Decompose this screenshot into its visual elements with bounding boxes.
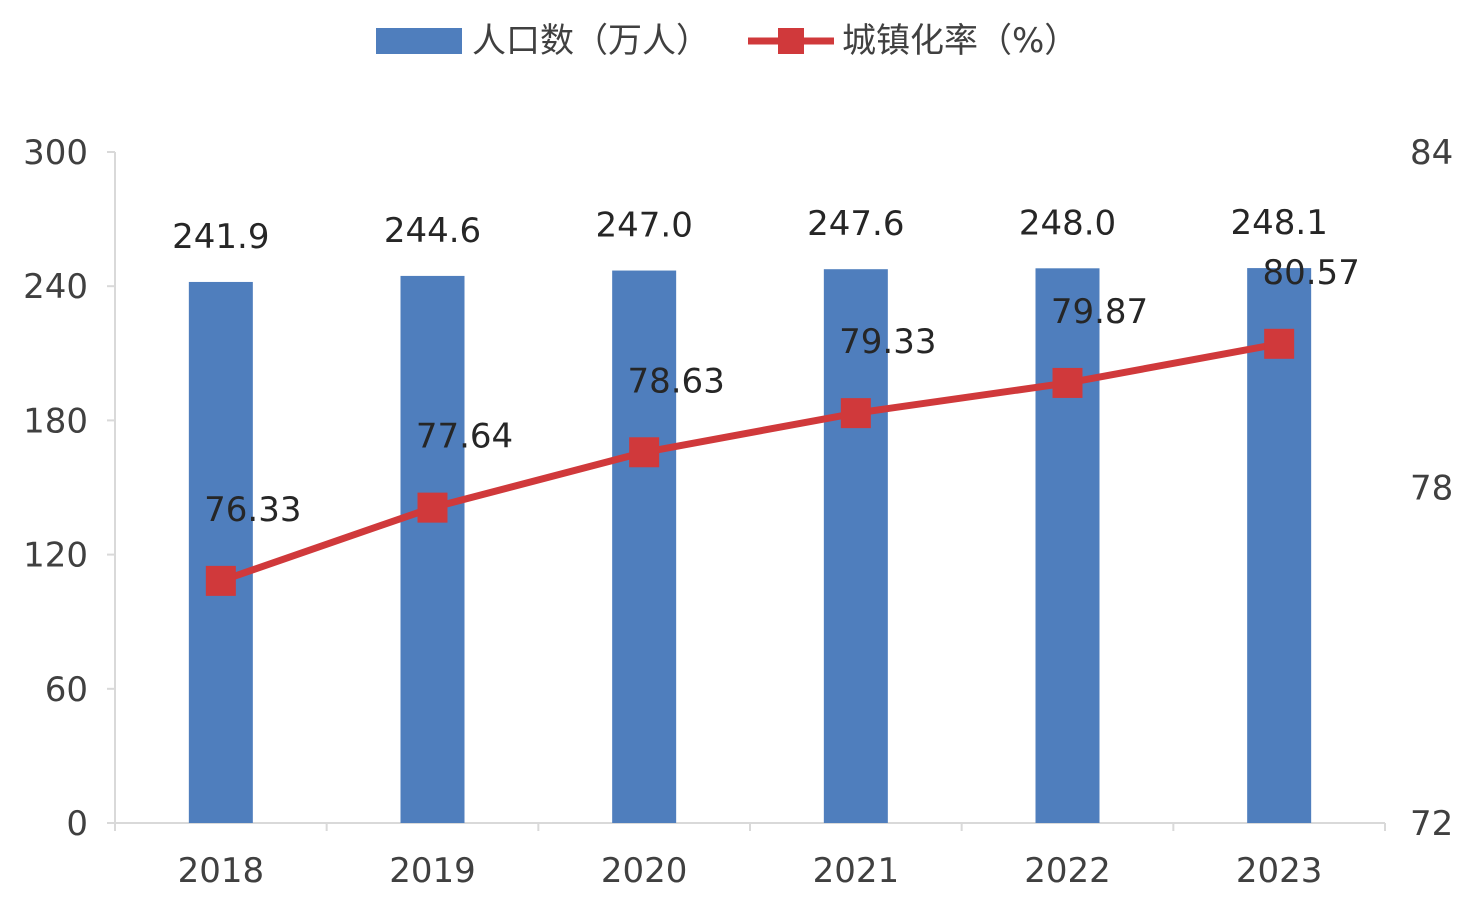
x-tick-label: 2023	[1236, 851, 1323, 891]
axes: 0 60 120 180 240 300 72 78 84 2018 2019 2020 2021 202…	[23, 133, 1453, 891]
left-tick-label: 120	[23, 536, 88, 576]
line-value-label: 79.87	[1051, 292, 1148, 332]
bar	[823, 269, 888, 824]
line-value-label: 80.57	[1262, 253, 1359, 293]
bar	[1247, 268, 1312, 823]
right-tick-label: 84	[1410, 133, 1453, 173]
left-tick-label: 0	[66, 804, 88, 844]
legend-label-urbanization: 城镇化率（%）	[842, 21, 1078, 61]
bar-value-label: 247.6	[807, 204, 904, 244]
data-labels: 241.9 244.6 247.0 247.6 248.0 248.1 76.33 77.64…	[172, 203, 1360, 530]
bar-value-label: 248.1	[1230, 203, 1327, 243]
left-tick-label: 240	[23, 267, 88, 307]
line-value-label: 78.63	[627, 361, 724, 401]
x-tick-label: 2018	[178, 851, 265, 891]
right-tick-label: 78	[1410, 469, 1453, 509]
line-marker	[629, 437, 660, 468]
urbanization-line-path	[219, 340, 1280, 585]
left-tick-label: 300	[23, 133, 88, 173]
bar	[400, 275, 465, 823]
x-tick-label: 2021	[813, 851, 900, 891]
legend-swatch-population	[376, 28, 462, 54]
line-marker	[417, 492, 448, 523]
bar-value-label: 244.6	[384, 211, 481, 251]
x-tick-label: 2020	[601, 851, 688, 891]
bar	[612, 270, 677, 823]
left-tick-label: 60	[45, 670, 88, 710]
line-marker	[1264, 328, 1295, 359]
line-marker	[1052, 367, 1083, 398]
bar	[1035, 268, 1100, 824]
x-tick-label: 2022	[1024, 851, 1111, 891]
line-marker	[205, 565, 236, 596]
bar-value-label: 241.9	[172, 217, 269, 257]
legend-swatch-urbanization-marker	[778, 28, 804, 54]
urbanization-line	[205, 328, 1295, 596]
line-value-label: 79.33	[839, 322, 936, 362]
left-tick-label: 180	[23, 401, 88, 441]
line-value-label: 77.64	[416, 417, 513, 457]
bar-value-label: 248.0	[1019, 203, 1116, 243]
line-marker	[840, 398, 871, 429]
bar	[188, 281, 253, 824]
bar-value-label: 247.0	[595, 206, 692, 246]
line-value-label: 76.33	[204, 490, 301, 530]
legend: 人口数（万人） 城镇化率（%）	[376, 21, 1078, 61]
x-tick-label: 2019	[389, 851, 476, 891]
legend-label-population: 人口数（万人）	[472, 21, 710, 61]
bars	[188, 268, 1312, 824]
right-tick-label: 72	[1410, 804, 1453, 844]
